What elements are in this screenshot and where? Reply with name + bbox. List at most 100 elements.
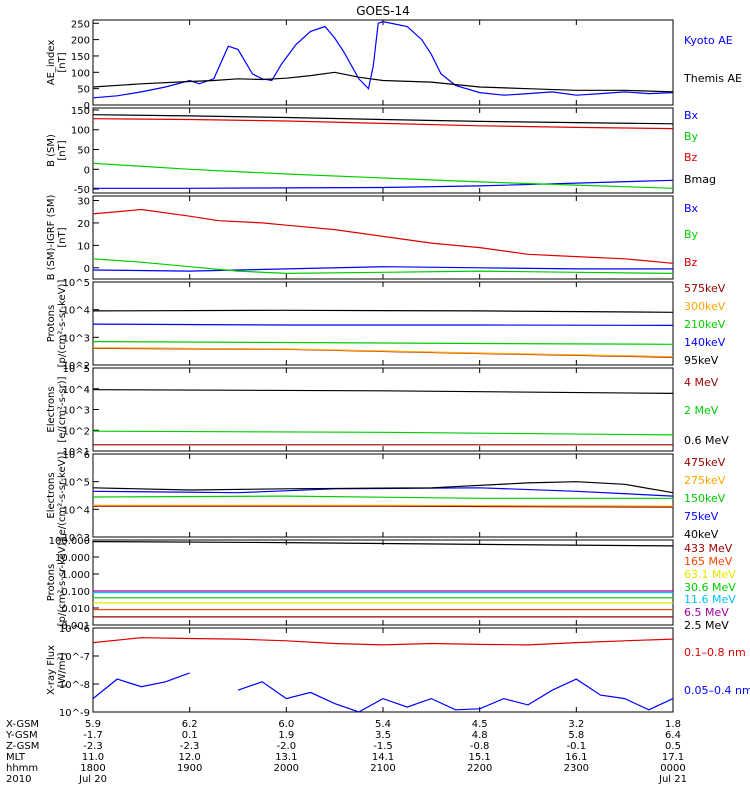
x-tick-label: 3.5 <box>375 730 391 741</box>
series-line-2 <box>93 431 673 435</box>
y-tick-label: 150 <box>71 52 90 63</box>
x-tick-label: 0.1 <box>182 730 198 741</box>
x-tick-label: 5.4 <box>375 719 391 730</box>
x-tick-label: -0.1 <box>567 741 587 752</box>
y-axis-title: [W/m²] <box>57 652 68 687</box>
x-tick-label: 5.8 <box>568 730 584 741</box>
legend-label: 575keV <box>684 282 726 295</box>
x-tick-label: 13.1 <box>275 752 297 763</box>
y-axis-title: B (SM) <box>46 134 57 167</box>
series-line-2 <box>93 163 673 188</box>
y-tick-label: 30 <box>77 196 90 207</box>
panel-3: 3020100B (SM)-IGRF (SM) [nT]BxByBz <box>46 195 699 281</box>
legend-label: By <box>684 228 699 241</box>
legend-label: 2.5 MeV <box>684 619 729 632</box>
y-tick-label: 20 <box>77 219 90 230</box>
y-tick-label: 10^5 <box>63 364 90 375</box>
y-axis-title: [p/(cm²-s-sr-keV)] <box>57 539 68 627</box>
series-line-1 <box>93 348 673 357</box>
y-axis-title: [nT] <box>57 140 68 160</box>
series-line-1 <box>93 180 673 188</box>
x-tick-label: 0.5 <box>665 741 681 752</box>
legend-label: 475keV <box>684 456 726 469</box>
x-tick-label: 14.1 <box>372 752 394 763</box>
legend-label: 0.6 MeV <box>684 434 729 447</box>
y-tick-label: 100 <box>71 68 90 79</box>
panels: 250200150100500AE_index [nT]Kyoto AEThemi… <box>46 19 750 719</box>
y-tick-label: 10^-6 <box>59 624 90 635</box>
y-axis-title: [nT] <box>57 227 68 247</box>
y-tick-label: 150 <box>71 106 90 117</box>
y-tick-label: 50 <box>77 85 90 96</box>
series-line-2 <box>93 72 673 92</box>
y-tick-label: 10^-9 <box>59 708 90 719</box>
series-line-3 <box>93 496 673 498</box>
x-tick-label: 1.8 <box>665 719 681 730</box>
legend-label: 165 MeV <box>684 555 733 568</box>
series-line-2 <box>93 673 673 712</box>
y-axis-title: B (SM)-IGRF (SM) <box>46 195 57 281</box>
legend-label: 0.05–0.4 nm <box>684 684 750 697</box>
panel-6: 10^6 10^5 10^4 10^3 Electrons [e/(cm²-s-sr-ke… <box>46 450 726 544</box>
x-tick-label: 5.9 <box>85 719 101 730</box>
legend-label: 433 MeV <box>684 542 733 555</box>
x-tick-label: 11.0 <box>82 752 104 763</box>
legend-label: 140keV <box>684 336 726 349</box>
y-tick-label: 50 <box>77 146 90 157</box>
x-tick-label: 17.1 <box>662 752 684 763</box>
legend-label: 275keV <box>684 474 726 487</box>
x-tick-label: -2.3 <box>83 741 103 752</box>
x-tick-label: Jul 21 <box>658 774 687 785</box>
legend-label: Bx <box>684 109 699 122</box>
x-tick-label: 12.0 <box>179 752 201 763</box>
plot-title: GOES-14 <box>356 4 410 18</box>
panel-2: 150 100 50 0 -50 B (SM) [nT] Bx By Bz Bmag <box>46 106 716 196</box>
x-tick-label: 6.2 <box>182 719 198 730</box>
series-line-1 <box>93 22 673 98</box>
legend-label: 4 MeV <box>684 376 719 389</box>
y-tick-label: 100 <box>71 126 90 137</box>
panel-frame <box>93 20 673 105</box>
y-axis-title: [e/(cm²-s-sr-keV)] <box>57 452 68 540</box>
x-row-label: 2010 <box>6 774 31 785</box>
x-tick-label: 6.4 <box>665 730 681 741</box>
panel-frame <box>93 454 673 537</box>
y-tick-label: 100.000 <box>49 536 90 547</box>
x-tick-label: Jul 20 <box>78 774 107 785</box>
series-line-1 <box>93 267 673 271</box>
series-line-4 <box>93 324 673 325</box>
legend-label: 210keV <box>684 318 726 331</box>
x-row-label: Y-GSM <box>5 730 38 741</box>
panel-frame <box>93 282 673 365</box>
y-axis-title: Protons <box>46 305 57 342</box>
legend-label: 0.1–0.8 nm <box>684 646 746 659</box>
x-tick-label: 15.1 <box>469 752 491 763</box>
x-row-label: X-GSM <box>6 719 39 730</box>
y-axis-title: [p/(cm²-s-sr-keV)] <box>57 280 68 368</box>
series-line-3 <box>93 342 673 345</box>
y-axis-title: Electrons <box>46 386 57 432</box>
legend-label: Bmag <box>684 173 716 186</box>
y-tick-label: 0 <box>84 165 90 176</box>
x-row-label: MLT <box>6 752 26 763</box>
panel-5: 10^510^410^310^210^1Electrons [e/(cm²-s-s… <box>46 364 729 458</box>
legend-label: 63.1 MeV <box>684 568 736 581</box>
x-tick-label: 4.5 <box>472 719 488 730</box>
x-tick-label: -2.3 <box>180 741 200 752</box>
series-line-1 <box>93 638 673 645</box>
panel-1: 250 200 150 100 50 0 AE_index [nT] Kyoto AE Themi… <box>46 19 742 112</box>
y-tick-label: 250 <box>71 19 90 30</box>
x-tick-label: 2200 <box>467 763 492 774</box>
panel-frame <box>93 628 673 712</box>
series-line-3 <box>93 119 673 129</box>
x-row-label: Z-GSM <box>6 741 39 752</box>
y-axis-title: X-ray Flux <box>46 645 57 695</box>
y-axis-title: AE_index <box>46 40 57 86</box>
legend-label: 75keV <box>684 510 719 523</box>
y-tick-label: 10 <box>77 241 90 252</box>
x-tick-label: 6.0 <box>278 719 294 730</box>
legend-label: 300keV <box>684 300 726 313</box>
legend-label: 95keV <box>684 354 719 367</box>
legend-label: Kyoto AE <box>684 34 733 47</box>
x-tick-label: -0.8 <box>470 741 490 752</box>
